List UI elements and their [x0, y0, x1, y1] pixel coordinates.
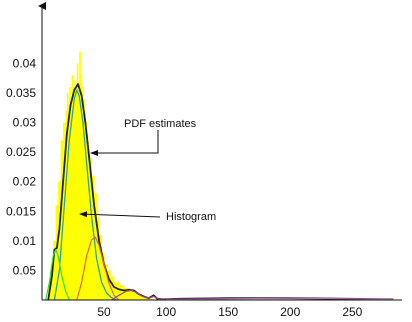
- histogram-bar: [99, 234, 102, 300]
- histogram-bar: [89, 158, 93, 300]
- y-tick-label: 0.05: [13, 263, 37, 277]
- annotation-arrow: [90, 130, 159, 156]
- histogram-bar: [75, 87, 78, 300]
- histogram-bar: [101, 252, 105, 300]
- histogram-bar: [66, 92, 69, 300]
- histogram-bar: [82, 98, 85, 300]
- annotation-label: PDF estimates: [124, 118, 197, 130]
- y-tick-label: 0.01: [13, 234, 37, 248]
- x-tick-label: 200: [280, 305, 300, 319]
- histogram-bar: [76, 63, 79, 301]
- histogram-bar: [50, 264, 54, 300]
- histogram-bar: [128, 289, 135, 300]
- histogram-bar: [71, 75, 74, 300]
- histogram-bar: [96, 217, 100, 300]
- histogram-bar: [60, 140, 64, 300]
- tick-labels: 50 100 150 200 250 0.05 0.01 0.015 0.02 0.025 0.03…: [6, 56, 363, 319]
- annotation-arrow: [79, 211, 161, 218]
- histogram-bar: [84, 110, 86, 300]
- x-tick-label: 100: [156, 305, 176, 319]
- histogram-bar: [58, 181, 62, 300]
- axes: [38, 2, 402, 301]
- histogram-bar: [148, 298, 155, 300]
- histogram-bar: [63, 122, 66, 300]
- histogram-bar: [87, 146, 90, 300]
- histogram-bar: [69, 87, 71, 300]
- y-tick-label: 0.04: [13, 56, 37, 70]
- y-tick-label: 0.03: [13, 116, 37, 130]
- x-tick-label: 150: [218, 305, 238, 319]
- histogram-bar: [143, 297, 150, 300]
- pdf-curves: [45, 83, 394, 301]
- histogram-bar: [80, 75, 83, 300]
- histogram-bar: [104, 264, 107, 300]
- pdf-curve-5: [111, 289, 167, 301]
- annotation-label: Histogram: [166, 211, 216, 223]
- annotations: PDF estimates Histogram: [79, 118, 216, 223]
- x-tick-label: 250: [342, 305, 362, 319]
- pdf-curve-2: [53, 89, 117, 301]
- histogram-bar: [70, 98, 73, 300]
- histogram-bar: [138, 295, 145, 300]
- histogram-bar: [118, 285, 125, 300]
- histogram-bar: [78, 81, 80, 301]
- histogram-bars: [48, 51, 155, 301]
- histogram-bar: [53, 240, 57, 300]
- histogram-bar: [114, 282, 120, 300]
- histogram-bar: [106, 270, 111, 300]
- histogram-bar: [68, 104, 70, 301]
- histogram-bar: [79, 51, 81, 301]
- histogram-bar: [73, 92, 75, 300]
- y-tick-label: 0.015: [6, 204, 36, 218]
- histogram-bar: [91, 175, 95, 300]
- y-tick-label: 0.02: [13, 175, 37, 189]
- pdf-curve-4: [76, 236, 120, 301]
- histogram-bar: [74, 81, 76, 301]
- histogram-bar: [81, 87, 84, 300]
- histogram-bar: [133, 292, 140, 300]
- histogram-bar: [65, 110, 68, 300]
- pdf-curve-3: [45, 249, 70, 301]
- y-tick-label: 0.035: [6, 86, 36, 100]
- histogram-bar: [86, 134, 89, 300]
- pdf-curve-6: [166, 297, 394, 300]
- x-tick-label: 50: [97, 305, 111, 319]
- y-tick-label: 0.025: [6, 145, 36, 159]
- histogram-bar: [123, 288, 130, 300]
- histogram-bar: [110, 276, 115, 300]
